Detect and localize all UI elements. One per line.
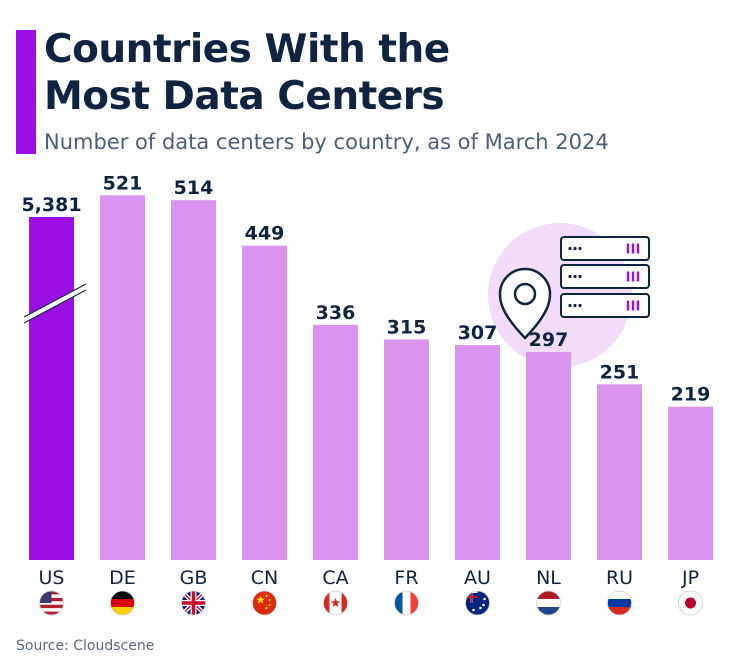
bar-nl (526, 352, 571, 560)
data-center-location-icon (488, 223, 650, 367)
category-label-de: DE (109, 567, 136, 589)
fr-flag-icon (394, 590, 419, 616)
axis-break-gap (22, 284, 88, 323)
bar-gb (171, 200, 216, 560)
value-label-ca: 336 (316, 302, 356, 324)
chart-title: Countries With the Most Data Centers (44, 26, 450, 120)
value-label-fr: 315 (387, 317, 427, 339)
category-label-jp: JP (681, 567, 699, 589)
jp-flag-icon (678, 590, 703, 616)
category-label-nl: NL (536, 567, 561, 589)
axis-break-line-top (23, 283, 87, 318)
value-label-gb: 514 (174, 177, 214, 199)
bar-jp (668, 406, 713, 560)
ru-flag-icon (607, 590, 632, 616)
nl-flag-icon (536, 590, 561, 616)
axis-break-line-bottom (23, 289, 87, 324)
value-label-de: 521 (103, 172, 143, 194)
category-label-ca: CA (322, 567, 348, 589)
bar-cn (242, 245, 287, 560)
server-unit-icon (560, 264, 650, 289)
bar-ca (313, 324, 358, 560)
title-line-2: Most Data Centers (44, 74, 445, 119)
title-line-1: Countries With the (44, 27, 450, 72)
value-label-us: 5,381 (21, 194, 81, 216)
cn-flag-icon (252, 590, 277, 616)
value-label-jp: 219 (671, 384, 711, 406)
server-unit-icon (560, 293, 650, 318)
ca-flag-icon (323, 590, 348, 616)
chart-subtitle: Number of data centers by country, as of… (44, 130, 609, 154)
bar-ru (597, 384, 642, 560)
us-flag-icon (39, 590, 64, 616)
bar-au (455, 345, 500, 560)
category-label-cn: CN (251, 567, 278, 589)
au-flag-icon (465, 590, 490, 616)
gb-flag-icon (181, 590, 206, 616)
source-note: Source: Cloudscene (16, 638, 155, 654)
bar-fr (384, 339, 429, 560)
value-label-cn: 449 (245, 223, 285, 245)
value-label-au: 307 (458, 322, 498, 344)
server-unit-icon (560, 236, 650, 261)
bar-us (29, 217, 74, 560)
value-label-nl: 297 (529, 329, 569, 351)
value-label-ru: 251 (600, 361, 640, 383)
title-accent-bar (16, 30, 36, 154)
category-label-us: US (39, 567, 65, 589)
de-flag-icon (110, 590, 135, 616)
category-label-au: AU (464, 567, 491, 589)
category-label-gb: GB (180, 567, 208, 589)
category-label-ru: RU (606, 567, 633, 589)
category-label-fr: FR (394, 567, 418, 589)
bar-de (100, 195, 145, 561)
